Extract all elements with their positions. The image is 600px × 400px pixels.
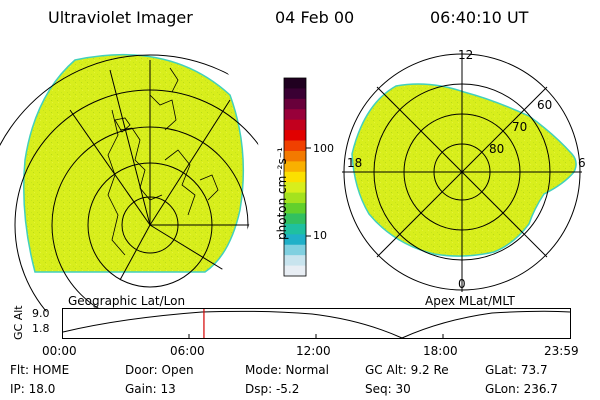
colorbar-cell (284, 223, 306, 235)
mlat-label-60: 60 (537, 98, 553, 112)
colorbar-cell (284, 140, 306, 152)
time-tick-0000: 00:00 (42, 344, 77, 358)
colorbar-cell (284, 161, 306, 173)
altitude-axis-title: GC Alt (12, 305, 25, 340)
mlt-label-top: 12 (458, 48, 474, 62)
status-door: Door: Open (125, 363, 194, 377)
colorbar-unit-label: photon cm⁻²s⁻¹ (275, 147, 289, 240)
colorbar-tick-100: 100 (313, 142, 334, 155)
colorbar-cell (284, 88, 306, 100)
altitude-plot (62, 308, 571, 339)
mlt-label-bottom: 0 (458, 277, 466, 291)
altitude-tick-low: 1.8 (32, 322, 50, 335)
polar-image (342, 52, 582, 292)
status-dsp: Dsp: -5.2 (245, 382, 300, 396)
altitude-tick-high: 9.0 (32, 307, 50, 320)
mlt-label-right: 6 (578, 156, 586, 170)
colorbar-cell (284, 119, 306, 131)
time-tick-0600: 06:00 (170, 344, 205, 358)
colorbar-cell (284, 265, 306, 277)
mlt-label-left: 18 (347, 156, 363, 170)
colorbar-cell (284, 171, 306, 183)
status-mode: Mode: Normal (245, 363, 329, 377)
instrument-title: Ultraviolet Imager (48, 8, 193, 27)
colorbar-cell (284, 150, 306, 162)
right-panel-caption: Apex MLat/MLT (425, 294, 515, 308)
altitude-curve (62, 310, 571, 339)
emission-disk-left (23, 53, 245, 273)
coastlines (107, 67, 219, 256)
status-glon: GLon: 236.7 (485, 382, 558, 396)
geographic-image (0, 53, 260, 323)
status-glat: GLat: 73.7 (485, 363, 548, 377)
colorbar-cell (284, 244, 306, 256)
time-tick-1200: 12:00 (296, 344, 331, 358)
time-label: 06:40:10 UT (430, 8, 529, 27)
time-tick-1800: 18:00 (423, 344, 458, 358)
status-ip: IP: 18.0 (10, 382, 56, 396)
colorbar (283, 77, 311, 277)
colorbar-tick-10: 10 (313, 229, 327, 242)
mlat-label-70: 70 (512, 120, 528, 134)
colorbar-cell (284, 78, 306, 89)
colorbar-gradient (284, 78, 306, 277)
status-seq: Seq: 30 (365, 382, 411, 396)
colorbar-cell (284, 130, 306, 142)
time-tick-2359: 23:59 (544, 344, 579, 358)
colorbar-cell (284, 234, 306, 246)
mlat-label-80: 80 (489, 142, 505, 156)
left-panel-caption: Geographic Lat/Lon (68, 294, 186, 308)
geo-grid (0, 54, 260, 323)
polar-grid (342, 52, 582, 292)
colorbar-cell (284, 255, 306, 267)
colorbar-cell (284, 182, 306, 194)
colorbar-cell (284, 213, 306, 225)
colorbar-cell (284, 203, 306, 214)
status-flt: Flt: HOME (10, 363, 70, 377)
colorbar-cell (284, 98, 306, 110)
status-gc-alt: GC Alt: 9.2 Re (365, 363, 449, 377)
colorbar-cell (284, 192, 306, 204)
colorbar-cell (284, 109, 306, 121)
date-label: 04 Feb 00 (275, 8, 355, 27)
status-gain: Gain: 13 (125, 382, 176, 396)
